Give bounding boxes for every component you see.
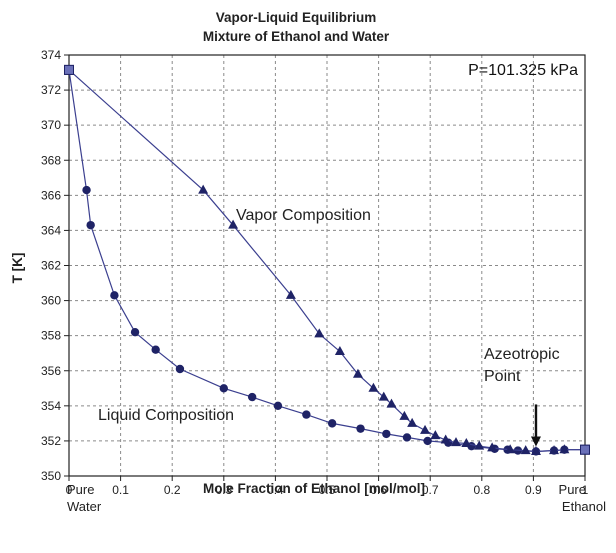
liquid-point [86, 220, 95, 230]
vapor-point [520, 445, 531, 455]
y-tick-label: 362 [41, 259, 61, 273]
liquid-point [151, 345, 160, 354]
chart-subtitle: Mixture of Ethanol and Water [203, 29, 390, 44]
y-tick-label: 352 [41, 434, 61, 448]
series-layer [64, 64, 590, 456]
vapor-point [314, 328, 325, 338]
vapor-point [505, 444, 516, 454]
x-tick-label: 0.1 [112, 483, 129, 497]
chart-title: Vapor-Liquid Equilibrium [216, 10, 377, 25]
vapor-point [285, 289, 296, 299]
liquid-point [247, 392, 257, 402]
vapor-point [386, 398, 397, 408]
vapor-point [559, 444, 570, 454]
liquid-point [356, 424, 365, 433]
vapor-point [474, 440, 485, 450]
liquid-point [423, 436, 432, 446]
vapor-point [549, 445, 560, 455]
y-tick-label: 372 [41, 83, 61, 97]
liquid-point [302, 410, 311, 419]
vapor-point [399, 410, 410, 420]
azeotrope-label-line2: Point [484, 368, 521, 385]
vapor-point [352, 368, 363, 378]
vapor-point [530, 445, 541, 455]
y-tick-label: 360 [41, 294, 61, 308]
vapor-point [430, 430, 441, 440]
y-tick-label: 366 [41, 188, 61, 202]
y-tick-label: 350 [41, 469, 61, 483]
y-tick-label: 370 [41, 118, 61, 132]
x-tick-label: 0.4 [267, 483, 284, 497]
vapor-point [451, 437, 461, 447]
y-tick-label: 374 [41, 48, 61, 62]
y-tick-label: 368 [41, 153, 61, 167]
vapor-point [198, 184, 209, 194]
vapor-endpoint-marker [64, 64, 74, 75]
liquid-point [402, 433, 412, 442]
vapor-endpoint-marker [580, 444, 590, 455]
vapor-point [228, 219, 239, 229]
x-tick-label: 0.7 [422, 483, 439, 497]
liquid-point [175, 364, 185, 374]
y-axis-label: T [K] [10, 253, 25, 284]
liquid-point [382, 429, 391, 439]
y-tick-label: 358 [41, 329, 61, 343]
vapor-point [407, 417, 418, 427]
liquid-point [273, 401, 283, 411]
liquid-point [82, 185, 91, 195]
vapor-point [461, 438, 472, 448]
vapor-point [378, 391, 389, 401]
x-edge-label-right-2: Ethanol [562, 499, 606, 514]
vapor-point [368, 382, 379, 392]
x-tick-label: 0 [66, 483, 73, 497]
x-edge-label-left-2: Water [67, 499, 102, 514]
y-tick-label: 356 [41, 364, 61, 378]
liquid-point [327, 419, 337, 428]
liquid-point [219, 384, 228, 393]
pressure-label: P=101.325 kPa [468, 62, 578, 79]
liquid-point [130, 327, 140, 337]
vapor-point [420, 424, 431, 434]
x-edge-label-left-1: Pure [67, 482, 94, 497]
liquid-point [110, 291, 119, 300]
x-tick-label: 1 [582, 483, 589, 497]
x-tick-label: 0.9 [525, 483, 542, 497]
x-edge-label-right-1: Pure [559, 482, 586, 497]
y-tick-label: 354 [41, 399, 61, 413]
x-tick-label: 0.2 [164, 483, 181, 497]
vapor-point [487, 442, 498, 452]
liquid-composition-label: Liquid Composition [98, 407, 234, 424]
vapor-composition-label: Vapor Composition [236, 207, 371, 224]
y-axis-ticks: 350 352 354 356 358 360 362 364 366 368 370 372 374 [41, 48, 69, 483]
azeotrope-arrow-head [530, 436, 541, 447]
x-tick-label: 0.3 [215, 483, 232, 497]
azeotrope-arrow [530, 404, 541, 447]
x-tick-label: 0.5 [319, 483, 336, 497]
x-tick-label: 0.8 [473, 483, 490, 497]
x-tick-label: 0.6 [370, 483, 387, 497]
azeotrope-label-line1: Azeotropic [484, 346, 560, 363]
x-axis-label: Mole Fraction of Ethanol [mol/mol] [203, 481, 425, 496]
grid-lines [69, 55, 585, 476]
vapor-point [440, 434, 451, 444]
vapor-point [334, 345, 345, 355]
x-axis-ticks: 0 0.1 0.2 0.3 0.4 0.5 0.6 0.7 0.8 0.9 1 [66, 476, 589, 497]
y-tick-label: 364 [41, 223, 61, 237]
